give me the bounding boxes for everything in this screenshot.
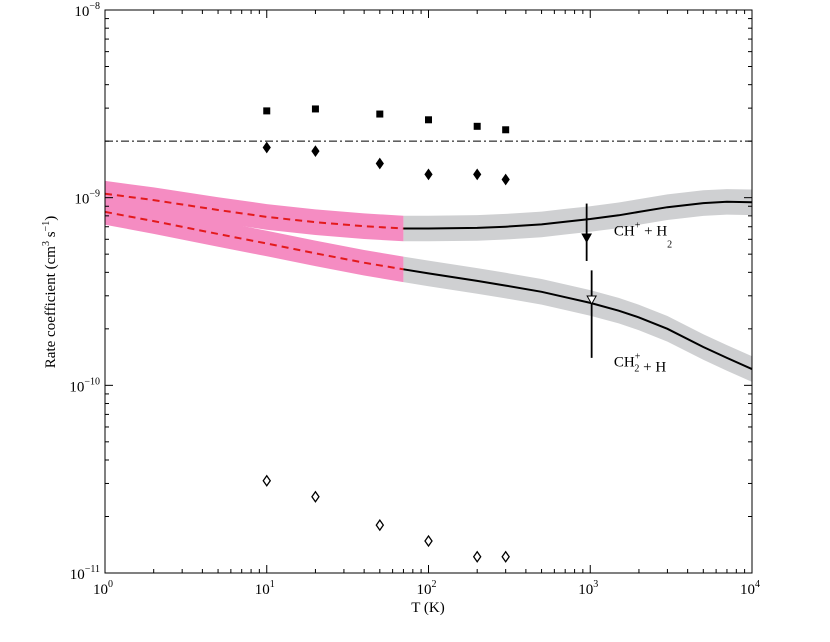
filled-square-marker [502, 126, 510, 134]
open-diamond-marker [472, 550, 482, 563]
x-tick-labels: 100 101 102 103 104 [93, 579, 760, 598]
filled-triangle-marker [581, 233, 593, 243]
x-axis-label: T (K) [411, 600, 444, 616]
axis-ticks [104, 10, 752, 574]
filled-diamond-marker [311, 145, 320, 158]
open-diamond-marker [375, 518, 385, 532]
series-1-extrapolated-band [105, 180, 404, 242]
y-tick-label: 10−8 [74, 1, 100, 20]
open-diamond-marker [424, 534, 433, 548]
filled-square-marker [376, 110, 384, 118]
open-diamond-marker [501, 550, 510, 563]
y-tick-label: 10−11 [70, 564, 100, 583]
open-diamond-marker [262, 474, 272, 487]
filled-diamond-marker [501, 173, 510, 186]
data-markers [262, 105, 510, 563]
x-tick-label: 104 [740, 579, 760, 598]
series-2-computed-band [403, 256, 752, 382]
y-tick-label: 10−10 [69, 376, 100, 395]
series-label-2: CH+ 2 + H [614, 351, 666, 375]
series-2-extrapolated-line [105, 210, 404, 271]
series-1-extrapolated-line [105, 192, 404, 230]
filled-diamond-marker [424, 168, 433, 181]
uncertainty-bands [105, 180, 752, 382]
open-diamond-marker [311, 490, 320, 503]
plot-frame [104, 9, 753, 574]
series-labels: CH+ + H2 CH+ 2 + H [614, 220, 672, 375]
y-axis-label: Rate coefficient (cm3 s−1) [41, 216, 59, 368]
filled-square-marker [425, 116, 432, 124]
series-1-computed-line [403, 200, 752, 230]
series-2-extrapolated-band [105, 199, 404, 283]
filled-diamond-marker [262, 141, 271, 154]
filled-diamond-marker [473, 168, 482, 181]
series-2-computed-line [403, 268, 752, 371]
x-tick-label: 100 [93, 579, 113, 598]
x-tick-label: 102 [417, 579, 437, 598]
series-1-computed-band [403, 189, 752, 242]
y-tick-labels: 10−11 10−10 10−9 10−8 [69, 1, 100, 583]
series-label-1: CH+ + H2 [614, 220, 672, 250]
filled-square-marker [263, 107, 271, 115]
open-triangle-marker [586, 295, 597, 305]
filled-square-marker [311, 105, 319, 113]
filled-square-marker [473, 122, 481, 130]
x-tick-label: 103 [578, 579, 598, 598]
filled-diamond-marker [375, 157, 384, 170]
x-tick-label: 101 [255, 579, 275, 598]
rate-curves [105, 192, 752, 371]
y-tick-label: 10−9 [74, 189, 100, 208]
experimental-points [581, 203, 597, 358]
